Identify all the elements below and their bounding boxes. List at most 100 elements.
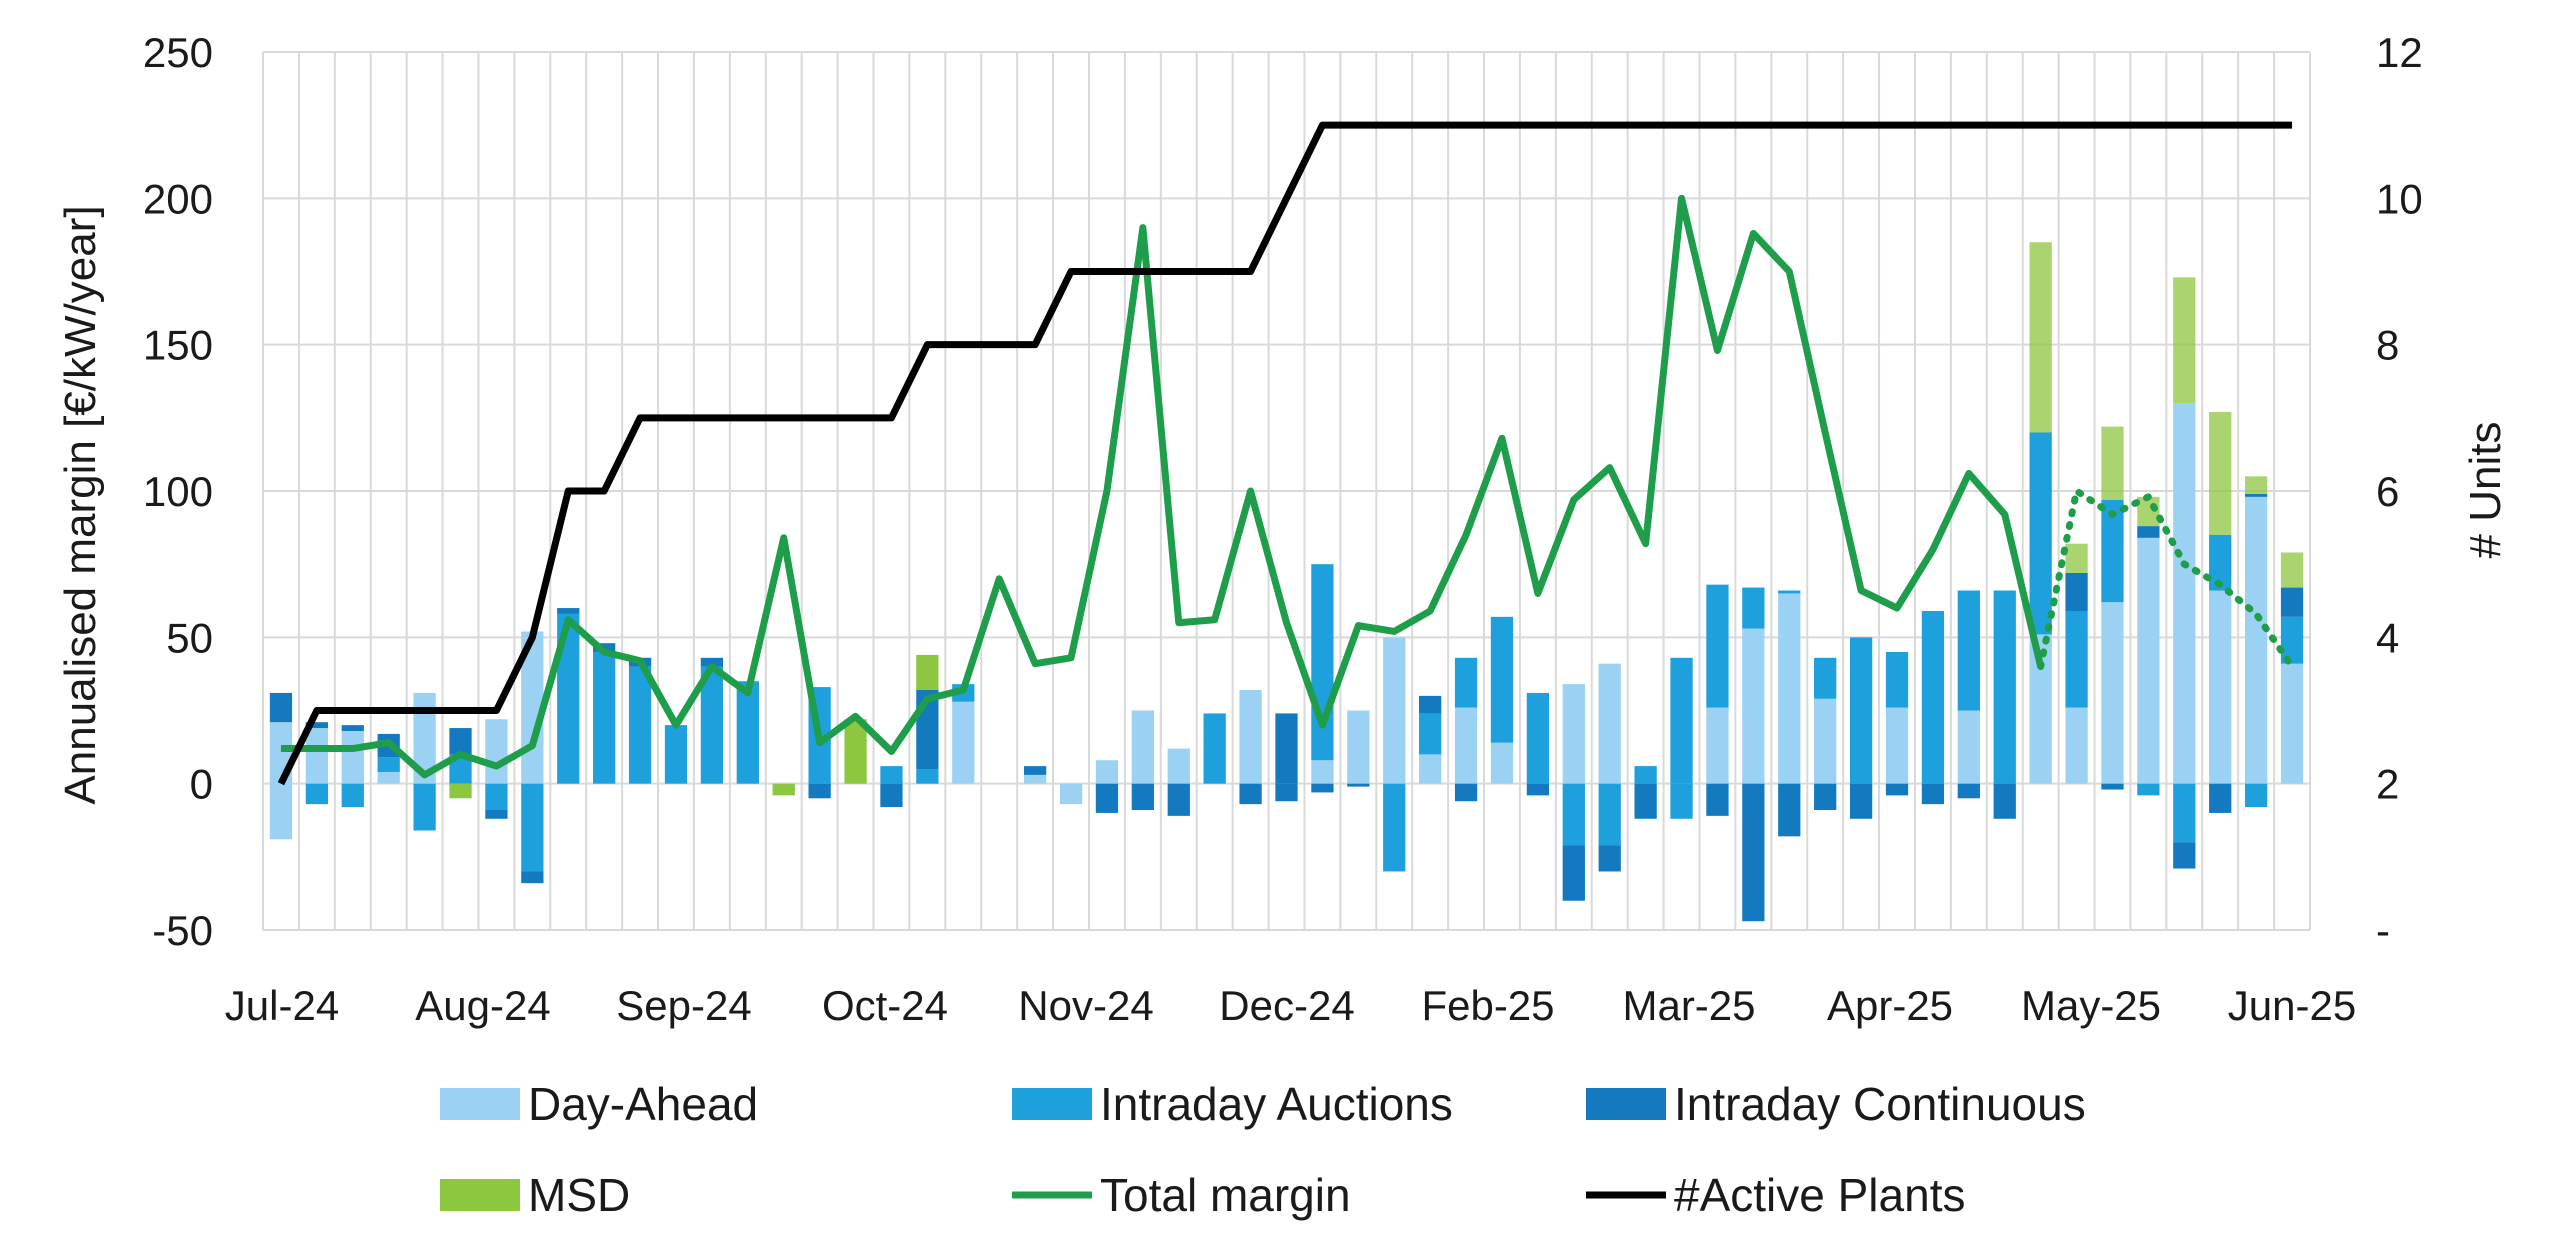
y2-tick-label: 8	[2376, 322, 2399, 369]
y2-tick-label: 10	[2376, 175, 2423, 222]
lines-layer	[277, 121, 2296, 786]
x-tick-label: Mar-25	[1622, 982, 1755, 1029]
bar-msd	[2244, 476, 2268, 494]
bar-day-ahead	[1131, 710, 1154, 784]
bar-msd	[2029, 242, 2052, 433]
bar-intraday-continuous	[1921, 783, 1945, 805]
bar-day-ahead	[1778, 593, 1801, 784]
bar-intraday-continuous	[1095, 783, 1119, 813]
bar-intraday-auctions	[557, 613, 580, 784]
bar-intraday-continuous	[1598, 845, 1621, 872]
bar-intraday-auctions	[2209, 534, 2232, 591]
y2-tick-label: 2	[2376, 761, 2399, 808]
bar-intraday-continuous	[1347, 783, 1370, 787]
bar-intraday-auctions	[1526, 692, 1550, 784]
bar-day-ahead	[1454, 707, 1478, 784]
x-tick-label: Sep-24	[616, 982, 751, 1029]
bar-intraday-auctions	[736, 681, 759, 784]
bar-day-ahead	[1562, 684, 1585, 784]
bar-intraday-continuous	[1885, 783, 1909, 796]
bar-intraday-continuous	[557, 608, 580, 614]
y2-tick-label: 4	[2376, 614, 2399, 661]
x-tick-label: Oct-24	[822, 982, 948, 1029]
bar-intraday-auctions	[1849, 637, 1873, 784]
bar-day-ahead	[305, 728, 329, 784]
bar-intraday-continuous	[1742, 783, 1765, 922]
bar-intraday-auctions	[2029, 432, 2052, 635]
bar-intraday-auctions	[880, 766, 903, 784]
bar-intraday-continuous	[1526, 783, 1550, 796]
bar-day-ahead	[2173, 403, 2196, 784]
bar-msd	[844, 719, 867, 784]
bar-intraday-auctions	[1670, 657, 1693, 784]
y-tick-label: 50	[166, 614, 213, 661]
bar-intraday-auctions	[1598, 783, 1621, 846]
bar-intraday-auctions	[2173, 783, 2196, 843]
x-tick-label: Aug-24	[415, 982, 550, 1029]
legend-label-day-ahead: Day-Ahead	[528, 1078, 758, 1130]
y-tick-label: -50	[152, 907, 213, 954]
bar-msd	[916, 654, 939, 691]
bar-day-ahead	[2101, 602, 2124, 784]
bar-day-ahead	[341, 730, 364, 784]
legend-swatch-intraday-auctions	[1012, 1088, 1092, 1120]
bar-intraday-auctions	[593, 651, 616, 784]
bar-intraday-continuous	[521, 871, 544, 884]
bar-day-ahead	[1347, 710, 1370, 784]
bar-day-ahead	[1957, 710, 1980, 784]
bar-intraday-auctions	[1490, 616, 1514, 743]
bar-day-ahead	[269, 783, 293, 840]
bar-day-ahead	[1239, 690, 1262, 784]
bar-intraday-auctions	[485, 783, 508, 811]
bar-intraday-auctions	[1706, 584, 1729, 708]
x-tick-label: Jul-24	[225, 982, 339, 1029]
bar-day-ahead	[1023, 774, 1047, 784]
bar-intraday-continuous	[341, 725, 364, 731]
bar-day-ahead	[1598, 663, 1621, 784]
x-tick-label: Dec-24	[1219, 982, 1354, 1029]
bar-day-ahead	[1383, 637, 1406, 784]
bar-day-ahead	[413, 692, 436, 784]
bar-intraday-continuous	[1167, 783, 1190, 816]
bar-intraday-continuous	[2101, 783, 2124, 790]
bar-intraday-auctions	[521, 783, 544, 872]
bar-intraday-auctions	[1885, 651, 1909, 708]
bar-intraday-auctions	[700, 666, 724, 784]
bar-intraday-auctions	[664, 725, 688, 784]
bar-day-ahead	[2029, 634, 2052, 784]
total-margin-line	[280, 194, 2045, 779]
bar-intraday-auctions	[1562, 783, 1585, 846]
bar-intraday-auctions	[305, 783, 329, 805]
bar-intraday-continuous	[1957, 783, 1980, 799]
bar-msd	[772, 783, 795, 796]
bar-intraday-continuous	[2209, 783, 2232, 813]
grid-lines	[262, 51, 2311, 931]
bar-intraday-continuous	[1311, 783, 1334, 793]
bar-intraday-auctions	[1957, 590, 1980, 711]
x-tick-label: Feb-25	[1421, 982, 1554, 1029]
bar-intraday-auctions	[1311, 564, 1334, 761]
y-tick-label: 200	[143, 175, 213, 222]
bar-intraday-continuous	[485, 810, 508, 819]
bar-intraday-continuous	[2137, 526, 2160, 538]
bar-msd	[2280, 552, 2304, 588]
x-tick-label: Apr-25	[1827, 982, 1953, 1029]
bar-intraday-continuous	[2173, 842, 2196, 869]
bar-intraday-continuous	[700, 657, 724, 667]
bar-intraday-continuous	[1023, 766, 1047, 775]
y2-tick-label: -	[2376, 907, 2390, 954]
bar-intraday-auctions	[1419, 713, 1442, 755]
legend-label-intraday-auctions: Intraday Auctions	[1100, 1078, 1453, 1130]
legend-swatch-day-ahead	[440, 1088, 520, 1120]
bar-intraday-continuous	[1706, 783, 1729, 816]
bar-intraday-continuous	[1239, 783, 1262, 805]
bar-intraday-auctions	[2244, 783, 2268, 808]
axes-layer: -50 0 50 100 150 200 250 - 2 4 6 8 10 12 Jul-24 Aug-24 S…	[143, 29, 2423, 1029]
y2-tick-label: 12	[2376, 29, 2423, 76]
bar-intraday-continuous	[2065, 572, 2088, 611]
bar-intraday-auctions	[1921, 610, 1945, 784]
bar-msd	[2101, 426, 2124, 500]
bar-intraday-auctions	[1634, 766, 1657, 784]
bar-day-ahead	[2137, 537, 2160, 784]
